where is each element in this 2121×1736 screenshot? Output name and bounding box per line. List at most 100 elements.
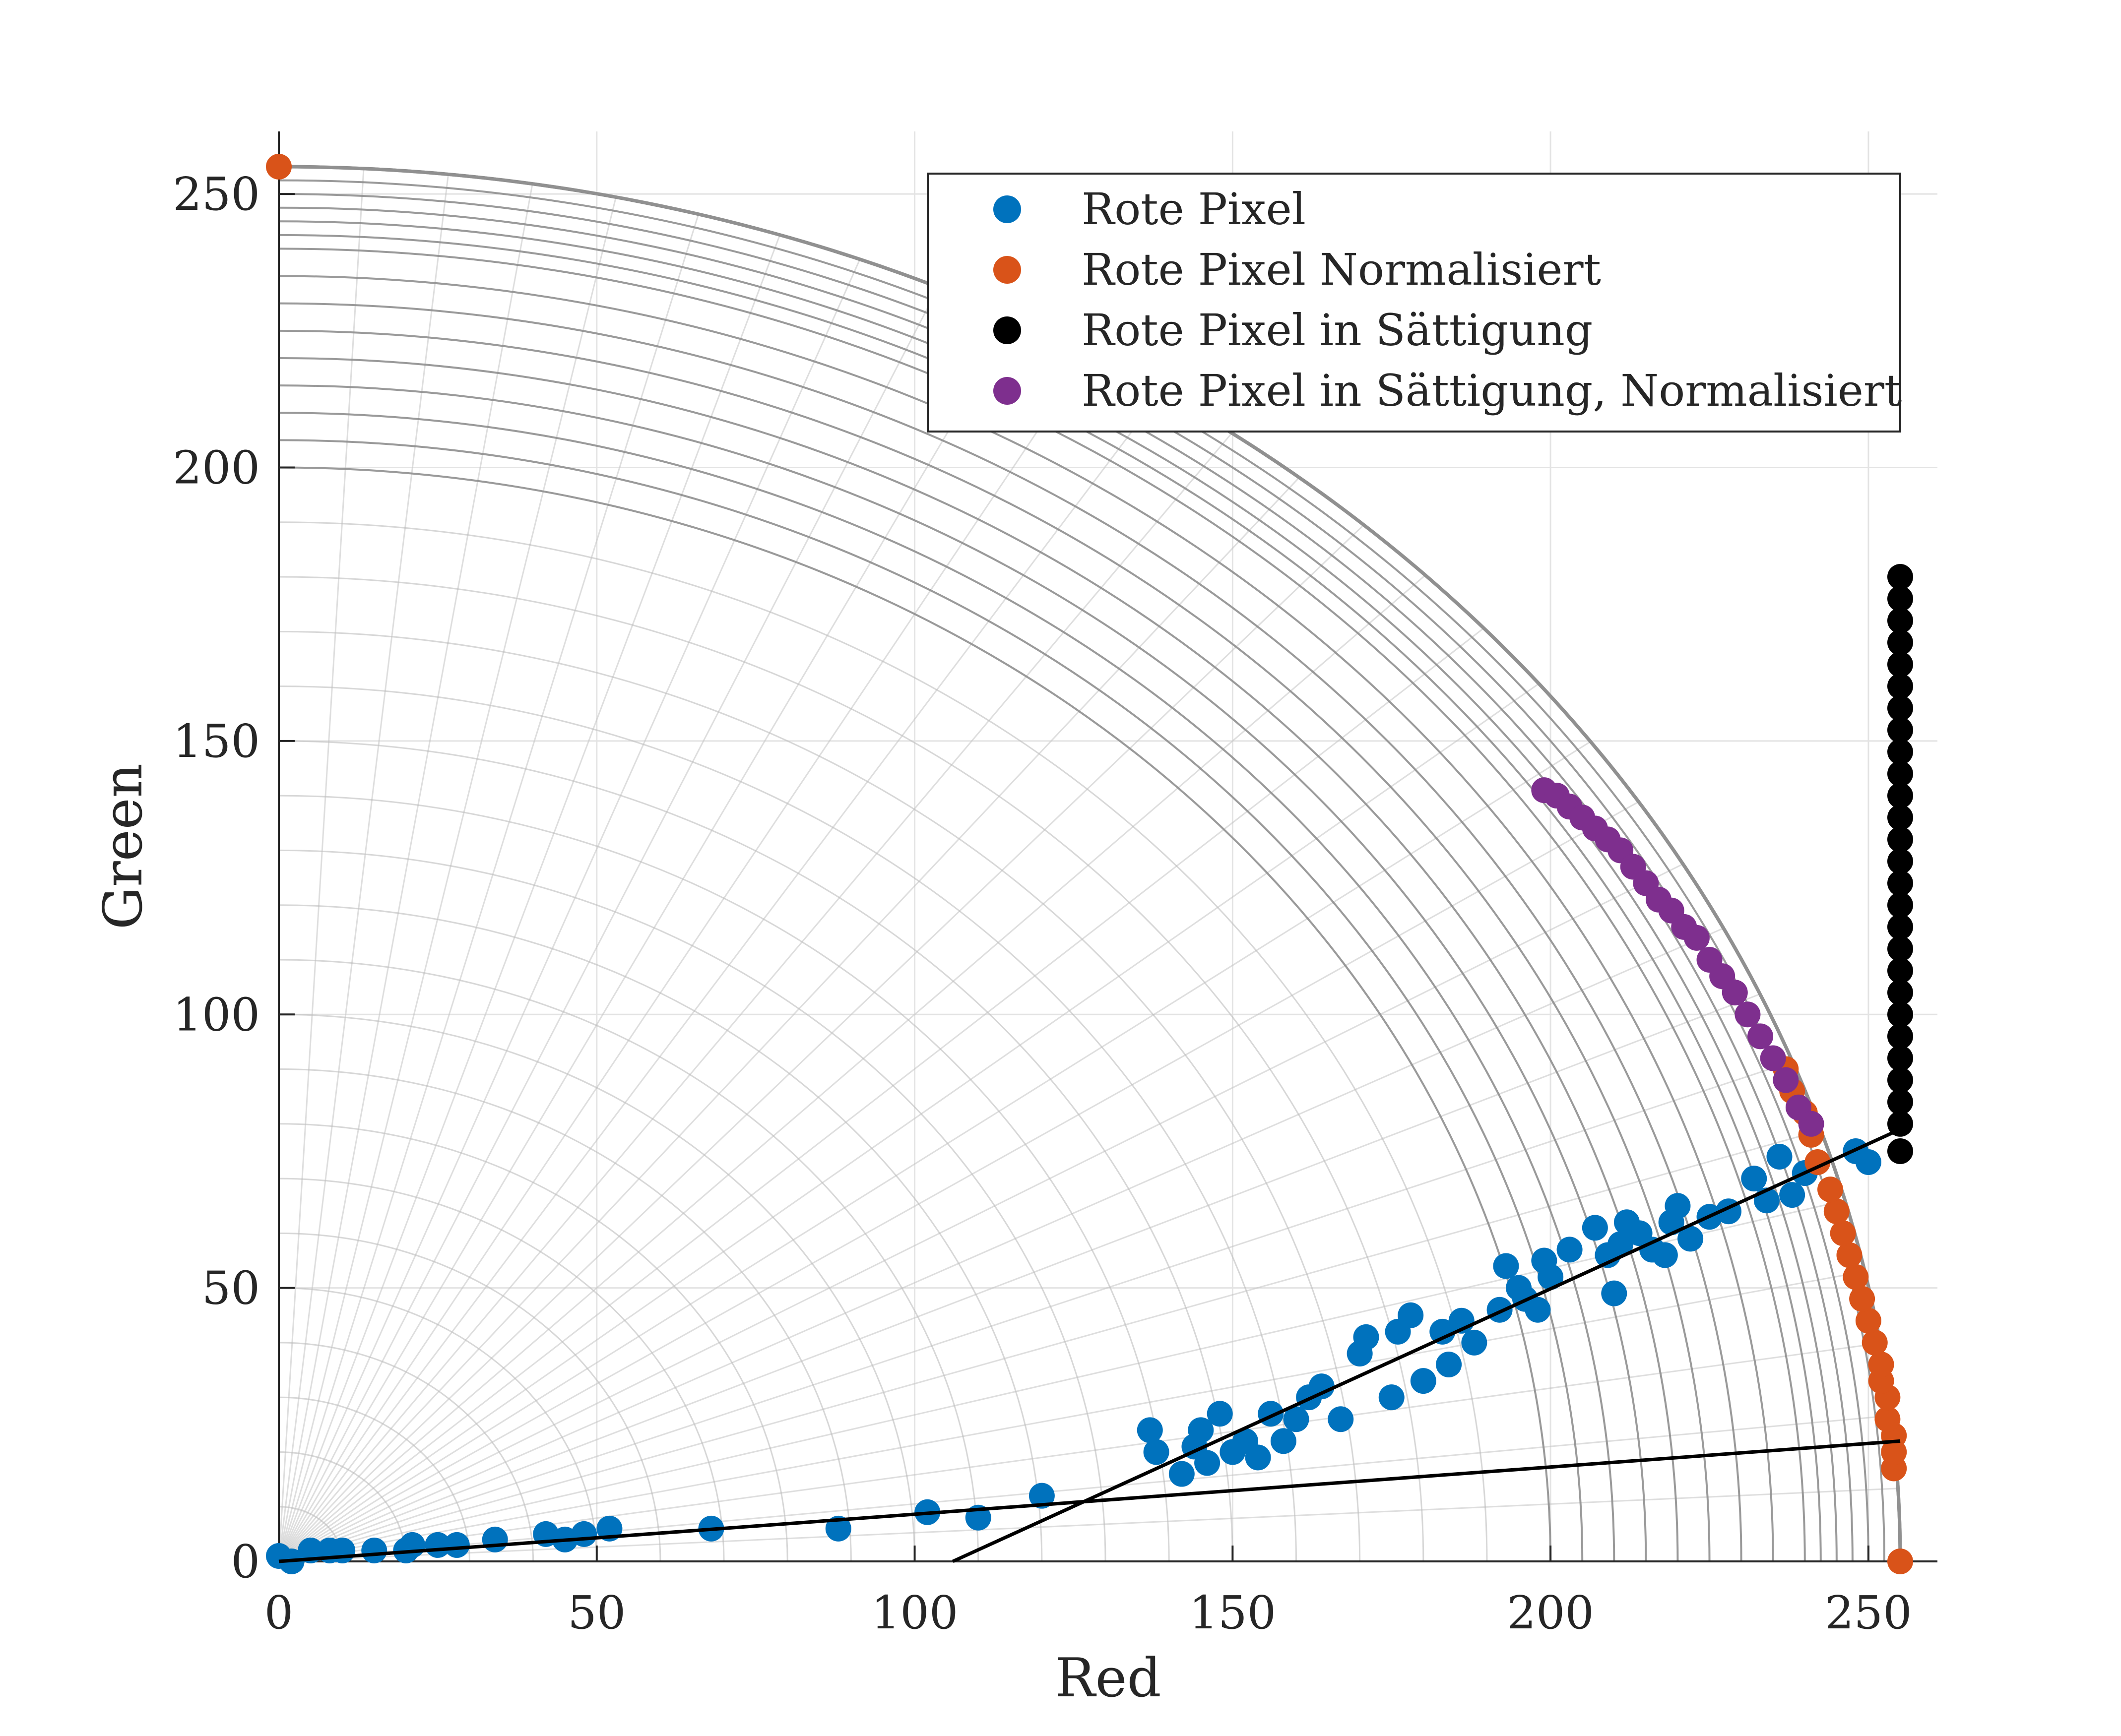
polar-radial-line	[278, 174, 450, 1562]
polar-radial-line	[278, 318, 1016, 1562]
data-point	[1665, 1193, 1691, 1219]
polar-radial-line	[278, 235, 781, 1562]
data-point	[329, 1537, 356, 1563]
data-point	[1741, 1166, 1767, 1192]
data-point	[1887, 1138, 1913, 1164]
polar-radial-line	[278, 993, 1761, 1562]
data-point	[1283, 1406, 1309, 1432]
data-point	[1353, 1324, 1379, 1350]
polar-radial-line	[278, 1199, 1845, 1562]
data-point	[1735, 1001, 1761, 1028]
data-point	[1747, 1023, 1774, 1050]
x-axis-label: Red	[1055, 1647, 1161, 1709]
polar-arc	[278, 904, 1043, 1562]
polar-radial-line	[278, 287, 939, 1562]
data-point	[571, 1521, 597, 1547]
series-4	[1531, 777, 1824, 1137]
data-point	[1887, 870, 1913, 896]
y-axis-label: Green	[92, 763, 154, 930]
data-point	[1429, 1318, 1456, 1345]
data-point	[825, 1515, 851, 1542]
x-tick-label: 150	[1189, 1586, 1277, 1639]
polar-radial-line	[278, 863, 1683, 1562]
polar-radial-line	[278, 627, 1484, 1562]
legend-entry: Rote Pixel Normalisiert	[1082, 244, 1601, 295]
data-point	[1817, 1177, 1844, 1203]
data-point	[1887, 673, 1913, 699]
polar-arc	[278, 384, 1647, 1562]
data-point	[1887, 892, 1913, 918]
x-tick-label: 250	[1825, 1586, 1912, 1639]
data-point	[1874, 1406, 1901, 1432]
polar-arc	[278, 795, 1170, 1562]
data-point	[1887, 1089, 1913, 1115]
y-tick-label: 0	[231, 1535, 260, 1588]
polar-radial-line	[278, 1415, 1892, 1562]
data-point	[1525, 1297, 1551, 1323]
polar-arc	[278, 1396, 470, 1562]
polar-arc	[278, 959, 979, 1562]
data-point	[1887, 1045, 1913, 1071]
data-point	[1436, 1352, 1462, 1378]
y-tick-label: 150	[173, 715, 260, 768]
data-point	[1887, 826, 1913, 853]
polar-arc	[278, 521, 1488, 1562]
data-point	[1887, 695, 1913, 721]
data-point	[1855, 1149, 1881, 1175]
legend-marker	[993, 316, 1021, 344]
x-tick-label: 0	[264, 1586, 294, 1639]
data-point	[1652, 1242, 1678, 1268]
polar-arc	[278, 1232, 661, 1562]
polar-arc	[278, 248, 1806, 1562]
data-point	[1137, 1417, 1163, 1443]
data-point	[1887, 761, 1913, 787]
polar-radial-line	[278, 259, 861, 1562]
data-point	[1887, 608, 1913, 634]
data-point	[1308, 1373, 1335, 1400]
polar-arc	[278, 1013, 916, 1562]
data-point	[1855, 1307, 1881, 1334]
data-point	[1194, 1450, 1221, 1476]
polar-radial-line	[278, 353, 1091, 1562]
data-point	[1887, 629, 1913, 656]
data-point	[1887, 739, 1913, 765]
data-point	[1607, 1231, 1634, 1257]
polar-radial-line	[278, 1060, 1793, 1562]
data-point	[1887, 586, 1913, 612]
polar-arc	[278, 576, 1424, 1562]
polar-radial-line	[278, 928, 1724, 1562]
data-point	[1887, 1549, 1913, 1574]
data-point	[1378, 1384, 1405, 1411]
polar-arc	[278, 740, 1233, 1562]
polar-radial-line	[278, 214, 700, 1562]
polar-arc	[278, 1123, 788, 1562]
polar-arc	[278, 1342, 534, 1562]
data-point	[1722, 980, 1748, 1006]
legend-marker	[993, 377, 1021, 405]
data-point	[1849, 1286, 1875, 1312]
legend-entry: Rote Pixel in Sättigung, Normalisiert	[1082, 365, 1902, 416]
x-tick-label: 50	[568, 1586, 626, 1639]
data-point	[1582, 1215, 1608, 1241]
data-point	[1887, 651, 1913, 678]
data-point	[1887, 1067, 1913, 1093]
legend-marker	[993, 256, 1021, 284]
fit-line	[952, 1127, 1901, 1563]
data-point	[1887, 805, 1913, 831]
series-3	[1887, 564, 1913, 1164]
data-point	[1410, 1368, 1436, 1394]
polar-radial-line	[278, 197, 617, 1562]
data-point	[1461, 1329, 1487, 1356]
polar-arc	[278, 685, 1297, 1562]
polar-arc	[278, 1287, 598, 1562]
y-tick-label: 100	[173, 988, 260, 1041]
data-point	[1683, 925, 1710, 951]
polar-arc	[278, 849, 1106, 1562]
data-point	[1773, 1067, 1799, 1093]
data-point	[1836, 1242, 1863, 1268]
data-point	[1887, 1001, 1913, 1028]
data-point	[1538, 1264, 1564, 1290]
polar-radial-line	[278, 524, 1364, 1562]
data-point	[1143, 1439, 1169, 1465]
